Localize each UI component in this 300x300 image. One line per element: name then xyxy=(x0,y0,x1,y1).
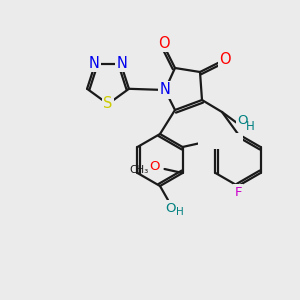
Text: N: N xyxy=(160,82,170,98)
Text: O: O xyxy=(158,35,170,50)
Text: O: O xyxy=(219,52,231,68)
Bar xyxy=(197,133,242,149)
Text: H: H xyxy=(246,119,254,133)
Text: N: N xyxy=(88,56,100,71)
Text: N: N xyxy=(116,56,128,71)
Text: O: O xyxy=(203,134,214,148)
Text: S: S xyxy=(103,97,113,112)
Text: CH₃: CH₃ xyxy=(212,138,231,148)
Text: H: H xyxy=(176,207,184,217)
Text: F: F xyxy=(234,185,242,199)
Text: O: O xyxy=(149,160,160,173)
Text: O: O xyxy=(237,115,247,128)
Text: CH₃: CH₃ xyxy=(129,165,148,175)
Text: O: O xyxy=(165,202,175,214)
